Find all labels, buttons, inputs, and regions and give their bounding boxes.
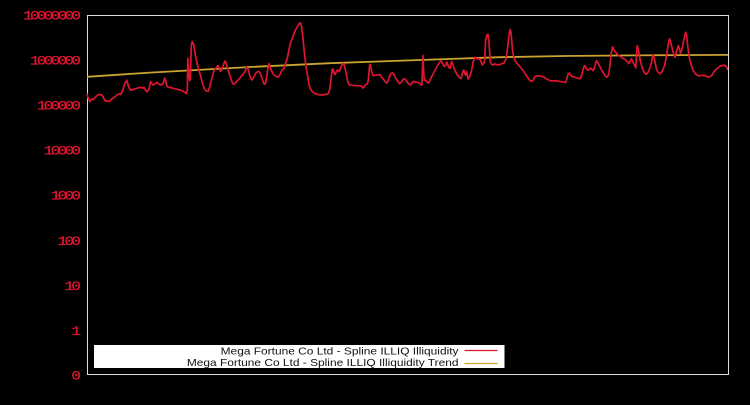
svg-text:100: 100 xyxy=(58,235,81,249)
svg-text:100000: 100000 xyxy=(37,100,80,114)
svg-text:Mega Fortune Co Ltd - Spline I: Mega Fortune Co Ltd - Spline ILLIQ Illiq… xyxy=(187,358,459,369)
svg-text:10: 10 xyxy=(64,280,80,294)
svg-text:1000: 1000 xyxy=(51,190,80,204)
svg-text:10000: 10000 xyxy=(44,145,80,159)
svg-text:0: 0 xyxy=(71,370,80,384)
svg-text:10000000: 10000000 xyxy=(23,10,80,24)
svg-text:1000000: 1000000 xyxy=(30,55,80,69)
svg-text:Mega Fortune Co Ltd - Spline I: Mega Fortune Co Ltd - Spline ILLIQ Illiq… xyxy=(221,346,459,357)
